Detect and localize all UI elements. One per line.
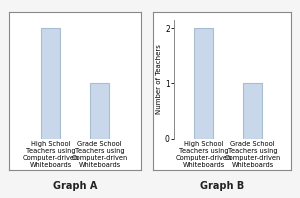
Bar [41,28,60,139]
Text: Graph B: Graph B [200,181,244,191]
Bar [243,83,262,139]
Bar [194,28,213,139]
Bar [90,83,109,139]
Y-axis label: Number of Teachers: Number of Teachers [156,44,162,114]
Text: Graph A: Graph A [53,181,97,191]
